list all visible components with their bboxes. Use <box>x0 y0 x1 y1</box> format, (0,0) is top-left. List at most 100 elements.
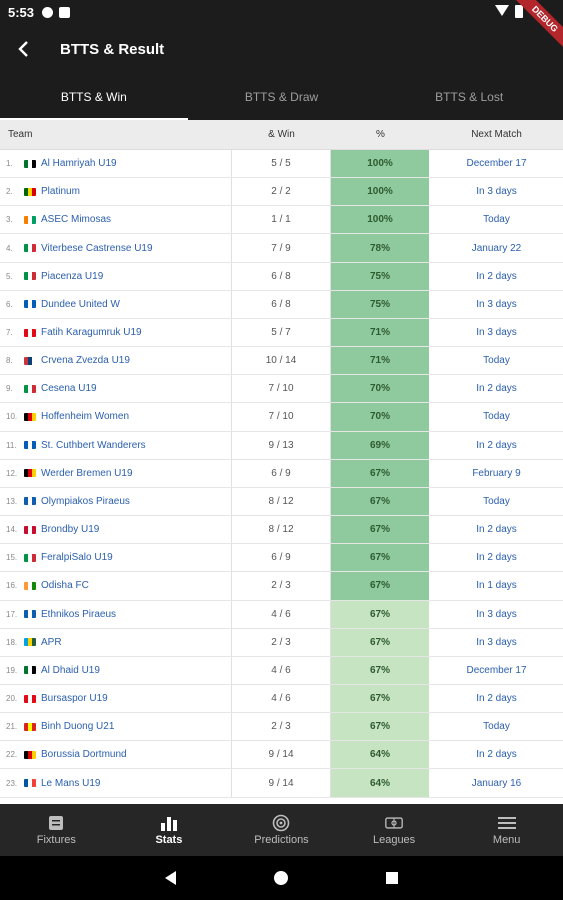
tab-btts-win[interactable]: BTTS & Win <box>0 74 188 120</box>
table-row[interactable]: 8. Crvena Zvezda U19 10 / 14 71% Today <box>0 347 563 376</box>
nav-menu[interactable]: Menu <box>450 804 563 856</box>
system-recents-icon[interactable] <box>386 872 398 884</box>
next-match-link[interactable]: December 17 <box>466 664 527 676</box>
next-match-link[interactable]: January 22 <box>471 242 522 254</box>
table-row[interactable]: 21. Binh Duong U21 2 / 3 67% Today <box>0 713 563 742</box>
team-name-link[interactable]: Brondby U19 <box>41 524 100 536</box>
team-cell[interactable]: 17. Ethnikos Piraeus <box>0 600 232 628</box>
team-cell[interactable]: 6. Dundee United W <box>0 290 232 318</box>
table-row[interactable]: 13. Olympiakos Piraeus 8 / 12 67% Today <box>0 487 563 517</box>
next-match-link[interactable]: In 2 days <box>476 693 517 705</box>
nav-predictions[interactable]: Predictions <box>225 804 338 856</box>
team-name-link[interactable]: Werder Bremen U19 <box>41 467 133 479</box>
team-name-link[interactable]: Dundee United W <box>41 298 120 310</box>
table-row[interactable]: 23. Le Mans U19 9 / 14 64% January 16 <box>0 769 563 798</box>
team-cell[interactable]: 21. Binh Duong U21 <box>0 713 232 741</box>
next-match-link[interactable]: In 3 days <box>476 636 517 648</box>
next-match-link[interactable]: In 3 days <box>476 298 517 310</box>
next-match-link[interactable]: In 3 days <box>476 608 517 620</box>
next-match-link[interactable]: Today <box>483 411 510 423</box>
team-name-link[interactable]: Platinum <box>41 186 80 198</box>
team-name-link[interactable]: Binh Duong U21 <box>41 721 115 733</box>
team-cell[interactable]: 10. Hoffenheim Women <box>0 403 232 431</box>
column-header-percent[interactable]: % <box>376 129 385 140</box>
next-match-link[interactable]: In 2 days <box>476 749 517 761</box>
table-row[interactable]: 18. APR 2 / 3 67% In 3 days <box>0 628 563 657</box>
team-name-link[interactable]: Al Hamriyah U19 <box>41 158 117 170</box>
team-name-link[interactable]: Al Dhaid U19 <box>41 664 100 676</box>
team-name-link[interactable]: Viterbese Castrense U19 <box>41 242 153 254</box>
team-cell[interactable]: 7. Fatih Karagumruk U19 <box>0 318 232 347</box>
table-row[interactable]: 9. Cesena U19 7 / 10 70% In 2 days <box>0 375 563 404</box>
team-cell[interactable]: 5. Piacenza U19 <box>0 262 232 290</box>
team-cell[interactable]: 15. FeralpiSalo U19 <box>0 544 232 572</box>
table-row[interactable]: 12. Werder Bremen U19 6 / 9 67% February 9 <box>0 459 563 488</box>
team-cell[interactable]: 8. Crvena Zvezda U19 <box>0 347 232 375</box>
team-cell[interactable]: 4. Viterbese Castrense U19 <box>0 234 232 262</box>
team-name-link[interactable]: ASEC Mimosas <box>41 214 112 226</box>
table-row[interactable]: 6. Dundee United W 6 / 8 75% In 3 days <box>0 290 563 319</box>
team-name-link[interactable]: Odisha FC <box>41 580 89 592</box>
team-name-link[interactable]: Bursaspor U19 <box>41 693 108 705</box>
tab-btts-lost[interactable]: BTTS & Lost <box>435 90 504 104</box>
team-name-link[interactable]: Crvena Zvezda U19 <box>41 355 130 367</box>
team-cell[interactable]: 3. ASEC Mimosas <box>0 206 232 234</box>
next-match-link[interactable]: Today <box>483 355 510 367</box>
table-row[interactable]: 5. Piacenza U19 6 / 8 75% In 2 days <box>0 262 563 291</box>
table-row[interactable]: 3. ASEC Mimosas 1 / 1 100% Today <box>0 206 563 235</box>
team-cell[interactable]: 16. Odisha FC <box>0 572 232 600</box>
table-row[interactable]: 22. Borussia Dortmund 9 / 14 64% In 2 days <box>0 741 563 770</box>
table-row[interactable]: 2. Platinum 2 / 2 100% In 3 days <box>0 178 563 207</box>
nav-stats[interactable]: Stats <box>113 804 226 856</box>
team-cell[interactable]: 20. Bursaspor U19 <box>0 684 232 713</box>
table-row[interactable]: 19. Al Dhaid U19 4 / 6 67% December 17 <box>0 656 563 685</box>
team-name-link[interactable]: Borussia Dortmund <box>41 749 127 761</box>
column-header-win[interactable]: & Win <box>268 129 295 140</box>
system-back-icon[interactable] <box>165 871 176 885</box>
system-home-icon[interactable] <box>274 871 288 885</box>
team-cell[interactable]: 14. Brondby U19 <box>0 516 232 544</box>
team-name-link[interactable]: APR <box>41 636 62 648</box>
table-row[interactable]: 4. Viterbese Castrense U19 7 / 9 78% January… <box>0 234 563 263</box>
next-match-link[interactable]: In 3 days <box>476 327 517 339</box>
team-name-link[interactable]: St. Cuthbert Wanderers <box>41 439 146 451</box>
table-row[interactable]: 11. St. Cuthbert Wanderers 9 / 13 69% In 2 d… <box>0 431 563 460</box>
table-row[interactable]: 17. Ethnikos Piraeus 4 / 6 67% In 3 days <box>0 600 563 629</box>
team-name-link[interactable]: Cesena U19 <box>41 383 97 395</box>
column-header-team[interactable]: Team <box>8 129 33 140</box>
table-row[interactable]: 7. Fatih Karagumruk U19 5 / 7 71% In 3 days <box>0 318 563 348</box>
next-match-link[interactable]: December 17 <box>466 158 527 170</box>
table-row[interactable]: 15. FeralpiSalo U19 6 / 9 67% In 2 days <box>0 544 563 573</box>
team-cell[interactable]: 18. APR <box>0 628 232 656</box>
next-match-link[interactable]: In 2 days <box>476 270 517 282</box>
next-match-link[interactable]: February 9 <box>472 467 521 479</box>
next-match-link[interactable]: Today <box>483 495 510 507</box>
next-match-link[interactable]: In 2 days <box>476 439 517 451</box>
nav-fixtures[interactable]: Fixtures <box>0 804 113 856</box>
table-row[interactable]: 1. Al Hamriyah U19 5 / 5 100% December 17 <box>0 150 563 179</box>
next-match-link[interactable]: Today <box>483 721 510 733</box>
back-arrow-icon[interactable] <box>0 24 48 74</box>
next-match-link[interactable]: Today <box>483 214 510 226</box>
team-cell[interactable]: 22. Borussia Dortmund <box>0 741 232 769</box>
next-match-link[interactable]: In 3 days <box>476 186 517 198</box>
team-name-link[interactable]: Le Mans U19 <box>41 777 101 789</box>
team-name-link[interactable]: Fatih Karagumruk U19 <box>41 327 142 339</box>
table-row[interactable]: 20. Bursaspor U19 4 / 6 67% In 2 days <box>0 684 563 714</box>
next-match-link[interactable]: January 16 <box>471 777 522 789</box>
column-header-next-match[interactable]: Next Match <box>471 129 522 140</box>
next-match-link[interactable]: In 2 days <box>476 552 517 564</box>
team-name-link[interactable]: FeralpiSalo U19 <box>41 552 113 564</box>
team-cell[interactable]: 23. Le Mans U19 <box>0 769 232 797</box>
nav-leagues[interactable]: Leagues <box>338 804 451 856</box>
team-name-link[interactable]: Piacenza U19 <box>41 270 104 282</box>
table-row[interactable]: 14. Brondby U19 8 / 12 67% In 2 days <box>0 516 563 545</box>
next-match-link[interactable]: In 2 days <box>476 524 517 536</box>
team-name-link[interactable]: Ethnikos Piraeus <box>41 608 117 620</box>
table-row[interactable]: 16. Odisha FC 2 / 3 67% In 1 days <box>0 572 563 601</box>
table-row[interactable]: 10. Hoffenheim Women 7 / 10 70% Today <box>0 403 563 432</box>
tab-btts-draw[interactable]: BTTS & Draw <box>244 90 319 104</box>
team-cell[interactable]: 2. Platinum <box>0 178 232 206</box>
team-cell[interactable]: 19. Al Dhaid U19 <box>0 656 232 684</box>
team-cell[interactable]: 12. Werder Bremen U19 <box>0 459 232 487</box>
